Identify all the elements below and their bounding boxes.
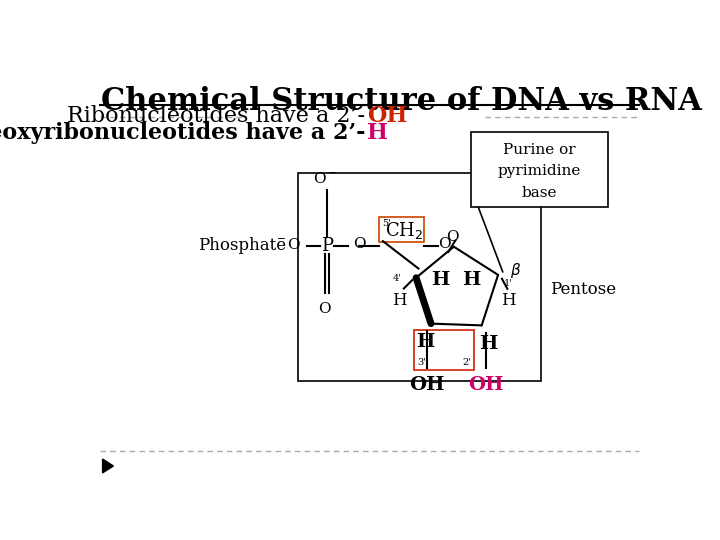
- Text: Ribonucleotides have a 2’-: Ribonucleotides have a 2’-: [67, 105, 365, 126]
- Text: $\beta$: $\beta$: [510, 261, 522, 280]
- Text: O: O: [446, 230, 459, 244]
- Text: H: H: [367, 122, 389, 144]
- Bar: [298, 173, 541, 381]
- Text: Pentose: Pentose: [550, 281, 616, 298]
- Text: H: H: [479, 335, 497, 353]
- Text: P: P: [320, 237, 333, 255]
- Polygon shape: [102, 459, 113, 473]
- Text: CH$_2$: CH$_2$: [385, 220, 423, 241]
- Bar: [471, 132, 608, 207]
- Text: $^-$O: $^-$O: [274, 237, 301, 252]
- Text: H: H: [392, 292, 407, 309]
- Text: Deoxyribonucleotides have a 2’-: Deoxyribonucleotides have a 2’-: [0, 122, 365, 144]
- Text: H: H: [431, 272, 450, 289]
- Text: 2': 2': [462, 357, 471, 367]
- Bar: [414, 330, 474, 370]
- Text: base: base: [521, 186, 557, 200]
- Text: 1': 1': [504, 279, 513, 288]
- Text: O: O: [318, 302, 330, 316]
- Text: H: H: [502, 292, 516, 309]
- Text: O$^-$: O$^-$: [313, 171, 338, 186]
- Text: OH: OH: [468, 376, 503, 394]
- Bar: [379, 217, 423, 242]
- Text: pyrimidine: pyrimidine: [498, 164, 581, 178]
- Text: Purine or: Purine or: [503, 143, 575, 157]
- Text: OH: OH: [410, 376, 445, 394]
- Text: OH: OH: [367, 105, 408, 126]
- Text: O: O: [353, 237, 366, 251]
- Text: H: H: [415, 333, 434, 351]
- Text: O: O: [438, 237, 451, 251]
- Text: Phosphate: Phosphate: [199, 237, 287, 254]
- Text: H: H: [462, 272, 480, 289]
- Text: Chemical Structure of DNA vs RNA: Chemical Structure of DNA vs RNA: [101, 86, 702, 117]
- Text: 4': 4': [393, 274, 402, 283]
- Text: 5': 5': [382, 219, 391, 228]
- Text: 3': 3': [417, 357, 426, 367]
